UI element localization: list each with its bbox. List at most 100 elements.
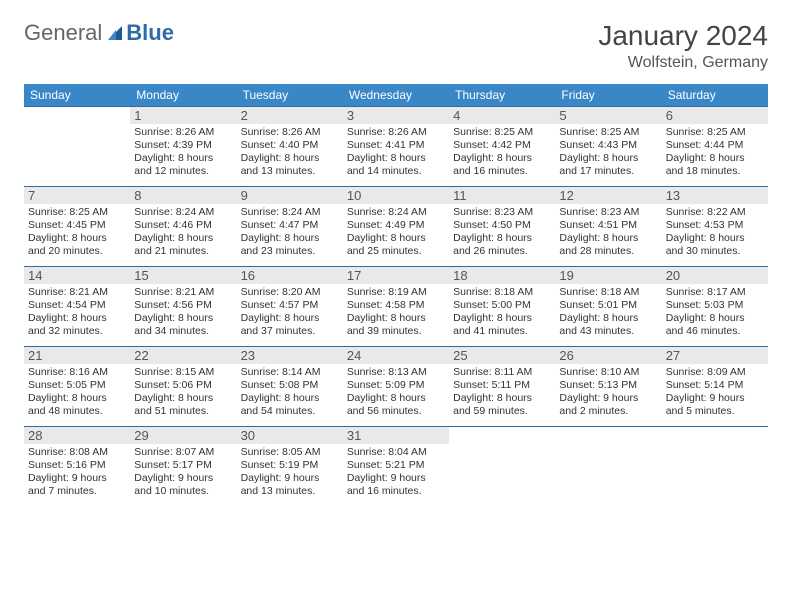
day-details: Sunrise: 8:05 AMSunset: 5:19 PMDaylight:… xyxy=(241,446,339,499)
calendar-cell: 31 Sunrise: 8:04 AMSunset: 5:21 PMDayligh… xyxy=(343,427,449,507)
sunset-line: Sunset: 4:50 PM xyxy=(453,219,551,232)
daylight-line: Daylight: 9 hours and 2 minutes. xyxy=(559,392,657,418)
day-details: Sunrise: 8:25 AMSunset: 4:42 PMDaylight:… xyxy=(453,126,551,179)
sunset-line: Sunset: 5:06 PM xyxy=(134,379,232,392)
day-number: 29 xyxy=(130,427,236,444)
day-number: 25 xyxy=(449,347,555,364)
day-details: Sunrise: 8:10 AMSunset: 5:13 PMDaylight:… xyxy=(559,366,657,419)
sunrise-line: Sunrise: 8:26 AM xyxy=(134,126,232,139)
sunset-line: Sunset: 4:45 PM xyxy=(28,219,126,232)
weekday-header: Monday xyxy=(130,84,236,107)
daylight-line: Daylight: 9 hours and 7 minutes. xyxy=(28,472,126,498)
sunset-line: Sunset: 4:46 PM xyxy=(134,219,232,232)
day-number: 19 xyxy=(555,267,661,284)
sunrise-line: Sunrise: 8:24 AM xyxy=(347,206,445,219)
day-details: Sunrise: 8:25 AMSunset: 4:45 PMDaylight:… xyxy=(28,206,126,259)
calendar-cell: 12Sunrise: 8:23 AMSunset: 4:51 PMDayligh… xyxy=(555,187,661,267)
sunset-line: Sunset: 5:05 PM xyxy=(28,379,126,392)
calendar-body: 1 Sunrise: 8:26 AMSunset: 4:39 PMDaylight… xyxy=(24,107,768,507)
day-number: 20 xyxy=(662,267,768,284)
sunrise-line: Sunrise: 8:14 AM xyxy=(241,366,339,379)
day-details: Sunrise: 8:16 AMSunset: 5:05 PMDaylight:… xyxy=(28,366,126,419)
sunset-line: Sunset: 5:21 PM xyxy=(347,459,445,472)
sunset-line: Sunset: 5:13 PM xyxy=(559,379,657,392)
calendar-cell-empty xyxy=(449,427,555,507)
sunset-line: Sunset: 5:01 PM xyxy=(559,299,657,312)
day-number: 13 xyxy=(662,187,768,204)
sunrise-line: Sunrise: 8:25 AM xyxy=(453,126,551,139)
day-details: Sunrise: 8:09 AMSunset: 5:14 PMDaylight:… xyxy=(666,366,764,419)
day-details: Sunrise: 8:15 AMSunset: 5:06 PMDaylight:… xyxy=(134,366,232,419)
day-number: 3 xyxy=(343,107,449,124)
calendar-cell: 25Sunrise: 8:11 AMSunset: 5:11 PMDayligh… xyxy=(449,347,555,427)
sunrise-line: Sunrise: 8:13 AM xyxy=(347,366,445,379)
calendar-cell: 17Sunrise: 8:19 AMSunset: 4:58 PMDayligh… xyxy=(343,267,449,347)
sunrise-line: Sunrise: 8:25 AM xyxy=(28,206,126,219)
calendar-cell: 13Sunrise: 8:22 AMSunset: 4:53 PMDayligh… xyxy=(662,187,768,267)
sunset-line: Sunset: 4:41 PM xyxy=(347,139,445,152)
sunrise-line: Sunrise: 8:25 AM xyxy=(666,126,764,139)
calendar-cell: 21Sunrise: 8:16 AMSunset: 5:05 PMDayligh… xyxy=(24,347,130,427)
day-details: Sunrise: 8:24 AMSunset: 4:47 PMDaylight:… xyxy=(241,206,339,259)
sunrise-line: Sunrise: 8:08 AM xyxy=(28,446,126,459)
calendar-cell: 16 Sunrise: 8:20 AMSunset: 4:57 PMDayligh… xyxy=(237,267,343,347)
sunrise-line: Sunrise: 8:23 AM xyxy=(559,206,657,219)
weekday-header: Saturday xyxy=(662,84,768,107)
sunrise-line: Sunrise: 8:07 AM xyxy=(134,446,232,459)
brand-sail-icon xyxy=(106,24,124,42)
day-details: Sunrise: 8:18 AMSunset: 5:00 PMDaylight:… xyxy=(453,286,551,339)
daylight-line: Daylight: 8 hours and 23 minutes. xyxy=(241,232,339,258)
weekday-header: Tuesday xyxy=(237,84,343,107)
daylight-line: Daylight: 8 hours and 48 minutes. xyxy=(28,392,126,418)
daylight-line: Daylight: 9 hours and 13 minutes. xyxy=(241,472,339,498)
sunrise-line: Sunrise: 8:10 AM xyxy=(559,366,657,379)
daylight-line: Daylight: 8 hours and 16 minutes. xyxy=(453,152,551,178)
sunrise-line: Sunrise: 8:26 AM xyxy=(241,126,339,139)
calendar-cell: 4Sunrise: 8:25 AMSunset: 4:42 PMDaylight… xyxy=(449,107,555,187)
day-number: 16 xyxy=(237,267,343,284)
sunrise-line: Sunrise: 8:21 AM xyxy=(28,286,126,299)
weekday-header: Wednesday xyxy=(343,84,449,107)
sunrise-line: Sunrise: 8:05 AM xyxy=(241,446,339,459)
day-number: 5 xyxy=(555,107,661,124)
daylight-line: Daylight: 8 hours and 34 minutes. xyxy=(134,312,232,338)
calendar-cell: 24Sunrise: 8:13 AMSunset: 5:09 PMDayligh… xyxy=(343,347,449,427)
day-number: 23 xyxy=(237,347,343,364)
sunrise-line: Sunrise: 8:22 AM xyxy=(666,206,764,219)
day-number: 1 xyxy=(130,107,236,124)
day-details: Sunrise: 8:20 AMSunset: 4:57 PMDaylight:… xyxy=(241,286,339,339)
daylight-line: Daylight: 9 hours and 10 minutes. xyxy=(134,472,232,498)
sunrise-line: Sunrise: 8:18 AM xyxy=(559,286,657,299)
calendar-cell: 29Sunrise: 8:07 AMSunset: 5:17 PMDayligh… xyxy=(130,427,236,507)
sunset-line: Sunset: 5:19 PM xyxy=(241,459,339,472)
sunset-line: Sunset: 4:44 PM xyxy=(666,139,764,152)
sunrise-line: Sunrise: 8:04 AM xyxy=(347,446,445,459)
day-details: Sunrise: 8:13 AMSunset: 5:09 PMDaylight:… xyxy=(347,366,445,419)
daylight-line: Daylight: 8 hours and 28 minutes. xyxy=(559,232,657,258)
sunset-line: Sunset: 4:57 PM xyxy=(241,299,339,312)
day-details: Sunrise: 8:24 AMSunset: 4:49 PMDaylight:… xyxy=(347,206,445,259)
day-number: 17 xyxy=(343,267,449,284)
sunrise-line: Sunrise: 8:26 AM xyxy=(347,126,445,139)
daylight-line: Daylight: 8 hours and 21 minutes. xyxy=(134,232,232,258)
calendar-cell: 8Sunrise: 8:24 AMSunset: 4:46 PMDaylight… xyxy=(130,187,236,267)
day-number: 8 xyxy=(130,187,236,204)
weekday-header: Sunday xyxy=(24,84,130,107)
calendar-table: SundayMondayTuesdayWednesdayThursdayFrid… xyxy=(24,84,768,507)
weekday-row: SundayMondayTuesdayWednesdayThursdayFrid… xyxy=(24,84,768,107)
day-number: 11 xyxy=(449,187,555,204)
day-number: 31 xyxy=(343,427,449,444)
day-number: 18 xyxy=(449,267,555,284)
day-details: Sunrise: 8:21 AMSunset: 4:56 PMDaylight:… xyxy=(134,286,232,339)
day-number: 7 xyxy=(24,187,130,204)
calendar-cell: 18 Sunrise: 8:18 AMSunset: 5:00 PMDayligh… xyxy=(449,267,555,347)
sunrise-line: Sunrise: 8:19 AM xyxy=(347,286,445,299)
calendar-cell: 27Sunrise: 8:09 AMSunset: 5:14 PMDayligh… xyxy=(662,347,768,427)
sunrise-line: Sunrise: 8:20 AM xyxy=(241,286,339,299)
calendar-cell-empty xyxy=(555,427,661,507)
sunrise-line: Sunrise: 8:16 AM xyxy=(28,366,126,379)
daylight-line: Daylight: 8 hours and 46 minutes. xyxy=(666,312,764,338)
daylight-line: Daylight: 9 hours and 16 minutes. xyxy=(347,472,445,498)
page-header: General Blue January 2024 Wolfstein, Ger… xyxy=(24,20,768,72)
day-details: Sunrise: 8:26 AMSunset: 4:39 PMDaylight:… xyxy=(134,126,232,179)
